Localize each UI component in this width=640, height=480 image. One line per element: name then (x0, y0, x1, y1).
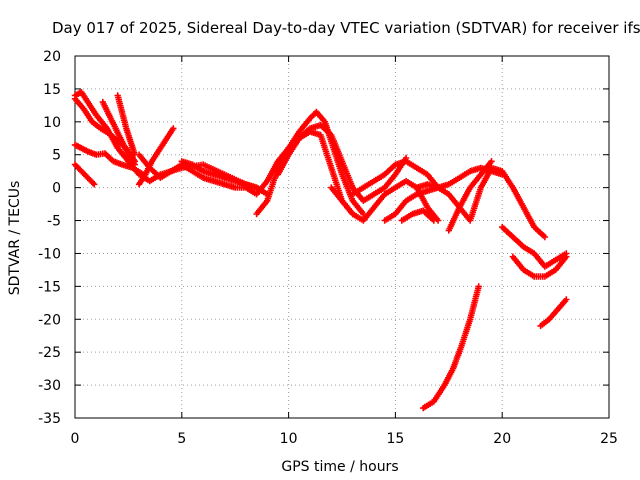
data-points (71, 89, 570, 412)
data-point (170, 125, 177, 132)
data-point (430, 217, 437, 224)
y-tick-label: -15 (38, 279, 61, 295)
data-point (89, 179, 97, 187)
y-tick-label: 5 (52, 148, 61, 164)
y-tick-label: -25 (38, 345, 61, 361)
x-tick-label: 25 (600, 431, 618, 447)
data-point (131, 161, 138, 168)
x-tick-label: 5 (177, 431, 186, 447)
y-tick-label: -5 (47, 214, 61, 230)
y-tick-label: 15 (43, 82, 61, 98)
series-track-r (499, 223, 570, 270)
series-track-c (71, 141, 147, 178)
y-tick-label: 10 (43, 115, 61, 131)
data-point (488, 158, 495, 165)
series-track-e (99, 98, 138, 168)
grid (75, 56, 609, 418)
ticks: 0 5 10 15 20 25 -35 -30 -25 -20 -15 -10 -5 0 5 10 15 20 (38, 49, 618, 447)
series-track-u (420, 283, 482, 412)
series-track-k (274, 121, 410, 204)
data-point (91, 181, 98, 188)
x-tick-label: 10 (280, 431, 298, 447)
x-axis-label: GPS time / hours (281, 459, 398, 475)
y-tick-label: 0 (52, 181, 61, 197)
y-tick-label: -35 (38, 411, 61, 427)
data-point (563, 253, 570, 260)
x-tick-label: 0 (71, 431, 80, 447)
data-point (563, 296, 570, 303)
y-tick-label: 20 (43, 49, 61, 65)
plot-frame (74, 55, 610, 419)
data-point (475, 283, 482, 290)
series-track-f (114, 92, 138, 158)
y-tick-label: -10 (38, 246, 61, 262)
chart-title: Day 017 of 2025, Sidereal Day-to-day VTE… (52, 19, 640, 37)
y-axis-label: SDTVAR / TECUs (7, 181, 23, 296)
series-track-m (349, 158, 442, 198)
series-track-s (509, 253, 570, 280)
series-track-q (445, 158, 495, 234)
data-point (541, 233, 549, 241)
series-track-t (537, 296, 570, 330)
series-track-p (413, 164, 549, 241)
x-tick-label: 20 (493, 431, 511, 447)
x-tick-label: 15 (386, 431, 404, 447)
series-track-d (71, 161, 98, 188)
series-track-o (398, 207, 437, 224)
y-tick-label: -30 (38, 378, 61, 394)
y-tick-label: -20 (38, 312, 61, 328)
